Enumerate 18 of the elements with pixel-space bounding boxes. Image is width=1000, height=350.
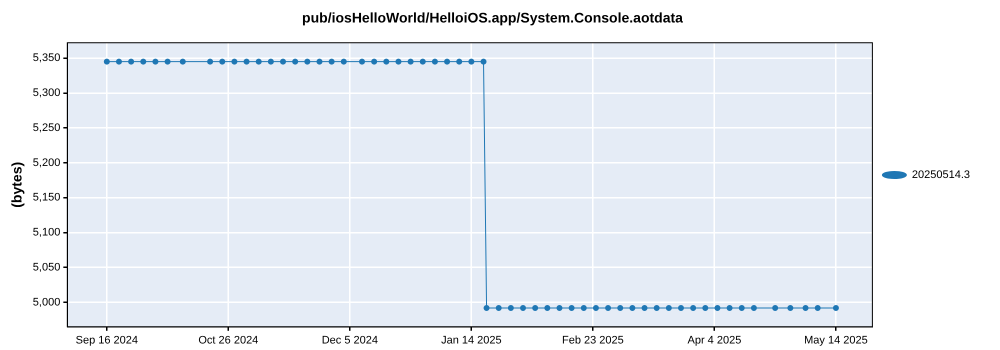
x-tick-label: May 14 2025	[804, 334, 868, 346]
legend-label: 20250514.3	[912, 169, 970, 182]
x-tick-label: Sep 16 2024	[76, 334, 138, 346]
y-tick-label: 5,300	[32, 87, 60, 100]
chart-title: pub/iosHelloWorld/HelloiOS.app/System.Console.aotdata	[302, 9, 684, 26]
y-tick-label: 5,350	[32, 52, 60, 64]
x-tick-label: Apr 4 2025	[687, 334, 742, 346]
y-tick-label: 5,000	[32, 296, 60, 308]
x-tick-label: Dec 5 2024	[322, 334, 378, 346]
y-tick-label: 5,100	[32, 226, 60, 239]
y-axis-title: (bytes)	[8, 162, 24, 208]
y-tick-label: 5,250	[32, 122, 60, 134]
x-tick-label: Jan 14 2025	[441, 334, 502, 346]
y-tick-label: 5,150	[32, 192, 60, 204]
x-tick-label: Feb 23 2025	[562, 334, 624, 346]
y-tick-label: 5,200	[32, 156, 60, 169]
y-tick-label: 5,050	[32, 262, 60, 274]
x-tick-label: Oct 26 2024	[198, 334, 258, 346]
